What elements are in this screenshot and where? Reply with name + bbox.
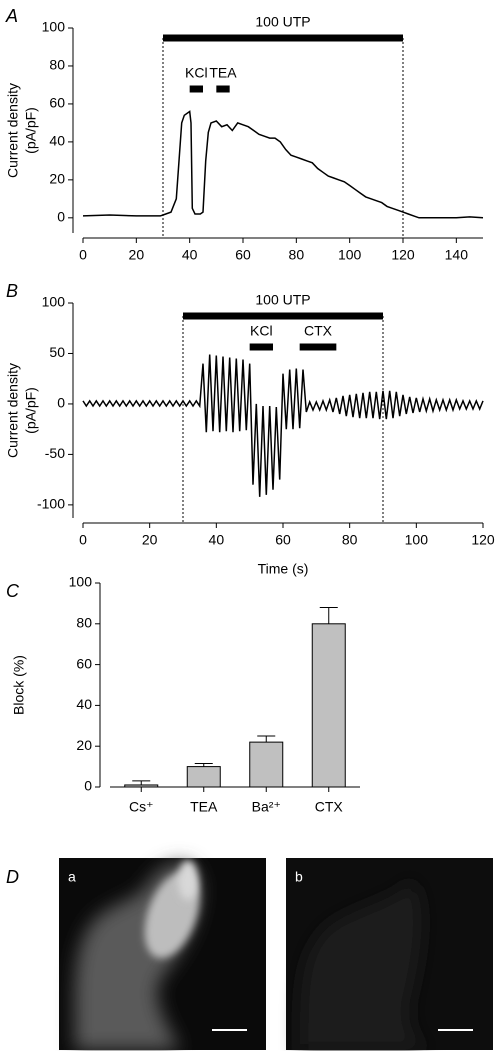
y-axis-label: Current density: [5, 83, 21, 178]
stimulus-label: TEA: [209, 65, 237, 81]
x-tick-label: 20: [129, 247, 145, 263]
x-tick-label: 60: [235, 247, 251, 263]
x-tick-label: TEA: [190, 799, 218, 815]
x-tick-label: 100: [338, 247, 362, 263]
y-tick-label: 60: [49, 95, 65, 111]
x-tick-label: 0: [79, 247, 87, 263]
x-tick-label: 80: [289, 247, 305, 263]
bar: [124, 784, 159, 788]
x-tick-label: 80: [342, 532, 358, 548]
bar: [311, 623, 346, 788]
y-axis-label: Current density: [5, 363, 21, 458]
y-tick-label: 100: [42, 294, 66, 310]
y-tick-label: 0: [57, 209, 65, 225]
stimulus-bar: [163, 34, 403, 42]
y-tick-label: 20: [49, 171, 65, 187]
x-tick-label: 40: [182, 247, 198, 263]
stimulus-label: 100 UTP: [255, 292, 310, 308]
y-tick-label: 50: [49, 344, 65, 360]
y-tick-label: -100: [37, 496, 65, 512]
panel: A Current density (pA/pF) 0 20 40 60 80 100 0 20 40…: [5, 6, 484, 263]
x-tick-label: Cs⁺: [129, 799, 154, 815]
y-tick-label: 40: [49, 133, 65, 149]
y-tick-label: 20: [76, 737, 92, 753]
stimulus-bar: [216, 85, 230, 93]
y-tick-label: 40: [76, 696, 92, 712]
stimulus-bar: [183, 312, 383, 320]
panel-label: D: [6, 867, 19, 887]
trace: [82, 110, 484, 219]
panel-label: A: [5, 6, 18, 26]
stimulus-label: KCl: [250, 323, 273, 339]
x-tick-label: 120: [471, 532, 495, 548]
y-axis-label: (pA/pF): [23, 387, 39, 434]
y-tick-label: 100: [42, 19, 66, 35]
y-tick-label: -50: [45, 445, 65, 461]
stimulus-label: 100 UTP: [255, 14, 310, 30]
cell-image: [300, 880, 430, 1050]
y-tick-label: 80: [76, 615, 92, 631]
panel-label: C: [6, 581, 20, 601]
y-tick-label: 80: [49, 57, 65, 73]
image-label: a: [68, 869, 76, 885]
x-tick-label: 60: [275, 532, 291, 548]
x-tick-label: 120: [391, 247, 415, 263]
bar: [186, 766, 221, 788]
stimulus-bar: [299, 343, 337, 351]
x-axis-label: Time (s): [258, 561, 309, 577]
trace: [82, 354, 484, 497]
x-tick-label: 40: [209, 532, 225, 548]
panel: C Block (%) 0 20 40 60 80 100 Cs⁺ TEA Ba²⁺ CTX: [6, 574, 360, 815]
y-axis-label: Block (%): [11, 655, 27, 715]
y-tick-label: 0: [57, 395, 65, 411]
stimulus-label: KCl: [185, 65, 208, 81]
stimulus-label: CTX: [304, 323, 333, 339]
stimulus-bar: [189, 85, 203, 93]
panel-d: D a b: [6, 858, 493, 1050]
panel-label: B: [6, 281, 18, 301]
x-tick-label: Ba²⁺: [252, 799, 281, 815]
stimulus-bar: [249, 343, 273, 351]
bar: [249, 741, 284, 788]
x-tick-label: 140: [445, 247, 469, 263]
x-tick-label: 20: [142, 532, 158, 548]
y-tick-label: 100: [69, 574, 93, 590]
image-label: b: [295, 869, 303, 885]
x-tick-label: 0: [79, 532, 87, 548]
panel: B Current density (pA/pF) -100 -50 0 50 100 0 20 4…: [5, 281, 495, 577]
cell-image: [74, 860, 200, 1050]
y-tick-label: 0: [84, 778, 92, 794]
x-tick-label: 100: [405, 532, 429, 548]
y-tick-label: 60: [76, 655, 92, 671]
x-tick-label: CTX: [315, 799, 344, 815]
y-axis-label: (pA/pF): [23, 107, 39, 154]
